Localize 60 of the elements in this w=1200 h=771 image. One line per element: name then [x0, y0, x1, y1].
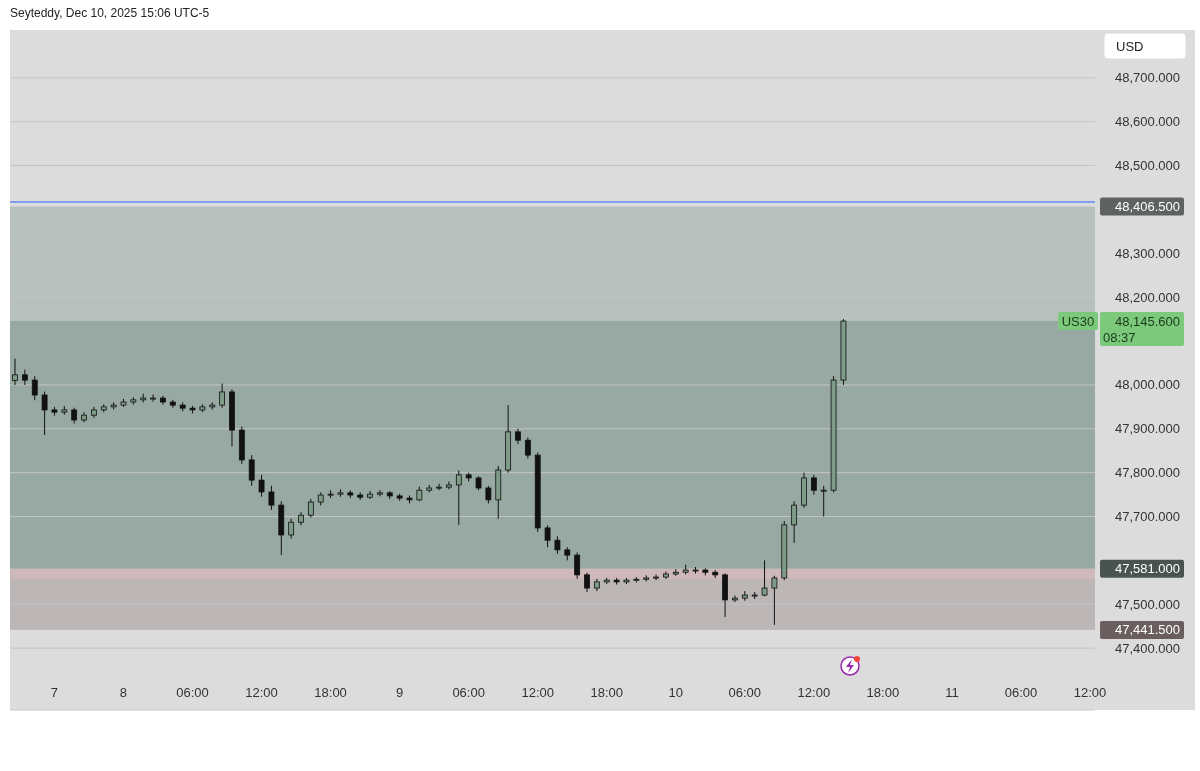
y-tick-label: 47,800.000	[1114, 465, 1180, 481]
candlestick	[524, 437, 531, 460]
y-tick-label: 48,600.000	[1114, 114, 1180, 130]
y-tick-label: 47,700.000	[1114, 509, 1180, 525]
x-tick-label: 12:00	[1073, 685, 1107, 700]
x-tick-label: 11	[945, 685, 959, 700]
candlestick	[219, 383, 226, 409]
x-tick-label: 18:00	[866, 685, 900, 700]
y-tick-label: 48,300.000	[1114, 245, 1180, 261]
candlestick	[150, 394, 156, 403]
candlestick	[820, 485, 827, 518]
candlestick	[810, 474, 817, 496]
y-tick-label: 48,200.000	[1114, 289, 1180, 305]
candlestick	[584, 572, 590, 593]
chart-title: Seyteddy, Dec 10, 2025 15:06 UTC-5	[10, 6, 210, 20]
x-tick-label: 12:00	[521, 685, 554, 700]
candlestick	[41, 391, 48, 436]
x-tick-label: 06:00	[452, 685, 485, 700]
candlestick	[544, 524, 551, 548]
x-tick-label: 8	[119, 685, 128, 700]
band-label: 48,406.500	[1114, 199, 1180, 215]
text: USD	[1116, 38, 1144, 54]
candlestick	[31, 375, 38, 401]
candlestick	[446, 480, 452, 490]
x-tick-label: 7	[50, 685, 59, 700]
x-tick-label: 12:00	[245, 685, 278, 700]
candlestick	[307, 498, 314, 518]
candlestick	[21, 369, 28, 386]
y-tick-label: 47,500.000	[1114, 596, 1180, 612]
candlestick	[248, 454, 255, 487]
candlestick	[791, 500, 798, 544]
x-tick-label: 9	[396, 685, 404, 700]
x-tick-label: 06:00	[1004, 685, 1038, 700]
band-label: 47,441.500	[1114, 622, 1180, 638]
y-tick-label: 48,700.000	[1114, 70, 1180, 86]
candlestick	[455, 469, 462, 526]
candlestick	[761, 559, 768, 597]
candlestick	[653, 573, 659, 581]
text: 08:37	[1103, 329, 1136, 345]
y-tick-label: 48,500.000	[1114, 158, 1180, 174]
band-label: 47,581.000	[1114, 561, 1180, 577]
candlestick	[367, 490, 373, 500]
y-tick-label: 47,400.000	[1114, 640, 1180, 656]
y-tick-label: 47,900.000	[1114, 421, 1180, 437]
x-tick-label: 12:00	[797, 685, 831, 700]
annotation: US30	[1061, 313, 1095, 329]
x-tick-label: 10	[668, 685, 684, 700]
candlestick	[377, 489, 383, 497]
candlestick	[771, 575, 778, 626]
candlestick	[288, 518, 295, 539]
x-tick-label: 18:00	[314, 685, 347, 700]
ref-line-label: 48,145.600	[1114, 313, 1180, 329]
x-tick-label: 06:00	[728, 685, 762, 700]
candlestick	[268, 485, 275, 511]
candlestick	[574, 552, 581, 580]
candlestick	[258, 474, 265, 498]
y-tick-label: 48,000.000	[1114, 377, 1180, 393]
x-tick-label: 18:00	[590, 685, 624, 700]
x-tick-label: 06:00	[176, 685, 209, 700]
candlestick	[12, 358, 18, 386]
